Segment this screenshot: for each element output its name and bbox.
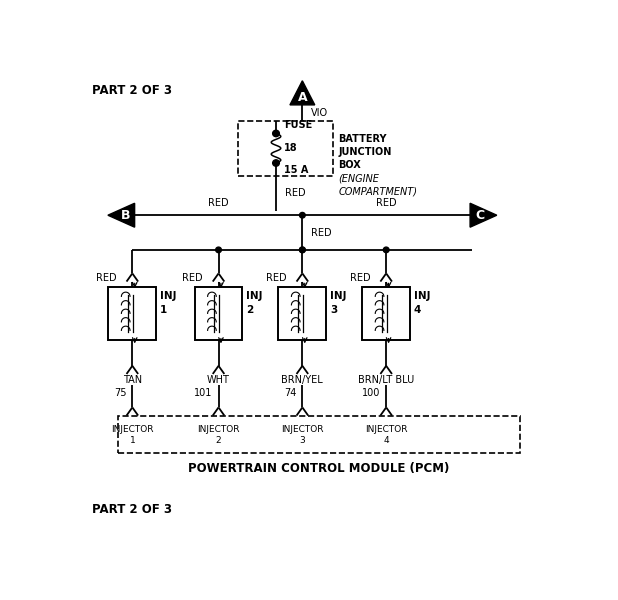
Text: B: B bbox=[121, 209, 130, 222]
Text: 4: 4 bbox=[383, 436, 389, 445]
Text: 75: 75 bbox=[114, 388, 127, 398]
Text: (ENGINE: (ENGINE bbox=[338, 173, 379, 183]
Text: INJECTOR: INJECTOR bbox=[365, 425, 407, 434]
Text: INJ: INJ bbox=[160, 290, 177, 301]
Text: 100: 100 bbox=[362, 388, 381, 398]
Text: INJECTOR: INJECTOR bbox=[111, 425, 154, 434]
Text: 4: 4 bbox=[414, 305, 421, 316]
Text: RED: RED bbox=[182, 273, 203, 283]
Text: INJ: INJ bbox=[247, 290, 263, 301]
Circle shape bbox=[300, 247, 305, 253]
Text: 18: 18 bbox=[284, 143, 298, 153]
Text: 74: 74 bbox=[284, 388, 297, 398]
Bar bbox=[362, 287, 410, 340]
Bar bbox=[195, 287, 242, 340]
Polygon shape bbox=[290, 81, 315, 105]
Text: INJ: INJ bbox=[330, 290, 347, 301]
Text: WHT: WHT bbox=[207, 374, 230, 385]
Circle shape bbox=[383, 247, 389, 253]
Text: INJ: INJ bbox=[414, 290, 431, 301]
Bar bbox=[278, 287, 326, 340]
Text: RED: RED bbox=[376, 198, 397, 208]
Text: BOX: BOX bbox=[338, 160, 361, 170]
Text: RED: RED bbox=[285, 188, 305, 198]
Text: RED: RED bbox=[266, 273, 286, 283]
Text: INJECTOR: INJECTOR bbox=[281, 425, 324, 434]
Text: VIO: VIO bbox=[311, 108, 328, 118]
Text: POWERTRAIN CONTROL MODULE (PCM): POWERTRAIN CONTROL MODULE (PCM) bbox=[188, 463, 450, 475]
Text: 3: 3 bbox=[300, 436, 305, 445]
Text: 15 A: 15 A bbox=[284, 166, 308, 175]
Text: 1: 1 bbox=[160, 305, 167, 316]
Text: RED: RED bbox=[208, 198, 229, 208]
Text: BATTERY: BATTERY bbox=[338, 134, 387, 145]
Text: 2: 2 bbox=[247, 305, 253, 316]
Polygon shape bbox=[470, 203, 497, 227]
Text: 1: 1 bbox=[129, 436, 135, 445]
Text: FUSE: FUSE bbox=[284, 120, 313, 130]
FancyBboxPatch shape bbox=[118, 416, 520, 453]
Text: RED: RED bbox=[96, 273, 116, 283]
Text: RED: RED bbox=[311, 227, 332, 238]
Circle shape bbox=[216, 247, 221, 253]
Circle shape bbox=[300, 247, 305, 253]
Text: TAN: TAN bbox=[123, 374, 142, 385]
Bar bbox=[108, 287, 156, 340]
Text: BRN/YEL: BRN/YEL bbox=[281, 374, 323, 385]
Text: COMPARTMENT): COMPARTMENT) bbox=[338, 186, 417, 196]
Text: PART 2 OF 3: PART 2 OF 3 bbox=[91, 83, 172, 97]
Circle shape bbox=[300, 212, 305, 218]
Polygon shape bbox=[108, 203, 135, 227]
Text: 2: 2 bbox=[216, 436, 221, 445]
Text: 3: 3 bbox=[330, 305, 337, 316]
Circle shape bbox=[273, 130, 279, 137]
Circle shape bbox=[273, 160, 279, 166]
Text: 101: 101 bbox=[195, 388, 213, 398]
Text: BRN/LT BLU: BRN/LT BLU bbox=[358, 374, 414, 385]
Text: JUNCTION: JUNCTION bbox=[338, 148, 392, 157]
Text: PART 2 OF 3: PART 2 OF 3 bbox=[91, 503, 172, 517]
Text: RED: RED bbox=[350, 273, 370, 283]
Text: A: A bbox=[297, 91, 307, 104]
Text: INJECTOR: INJECTOR bbox=[197, 425, 240, 434]
FancyBboxPatch shape bbox=[238, 121, 334, 176]
Text: C: C bbox=[475, 209, 484, 222]
